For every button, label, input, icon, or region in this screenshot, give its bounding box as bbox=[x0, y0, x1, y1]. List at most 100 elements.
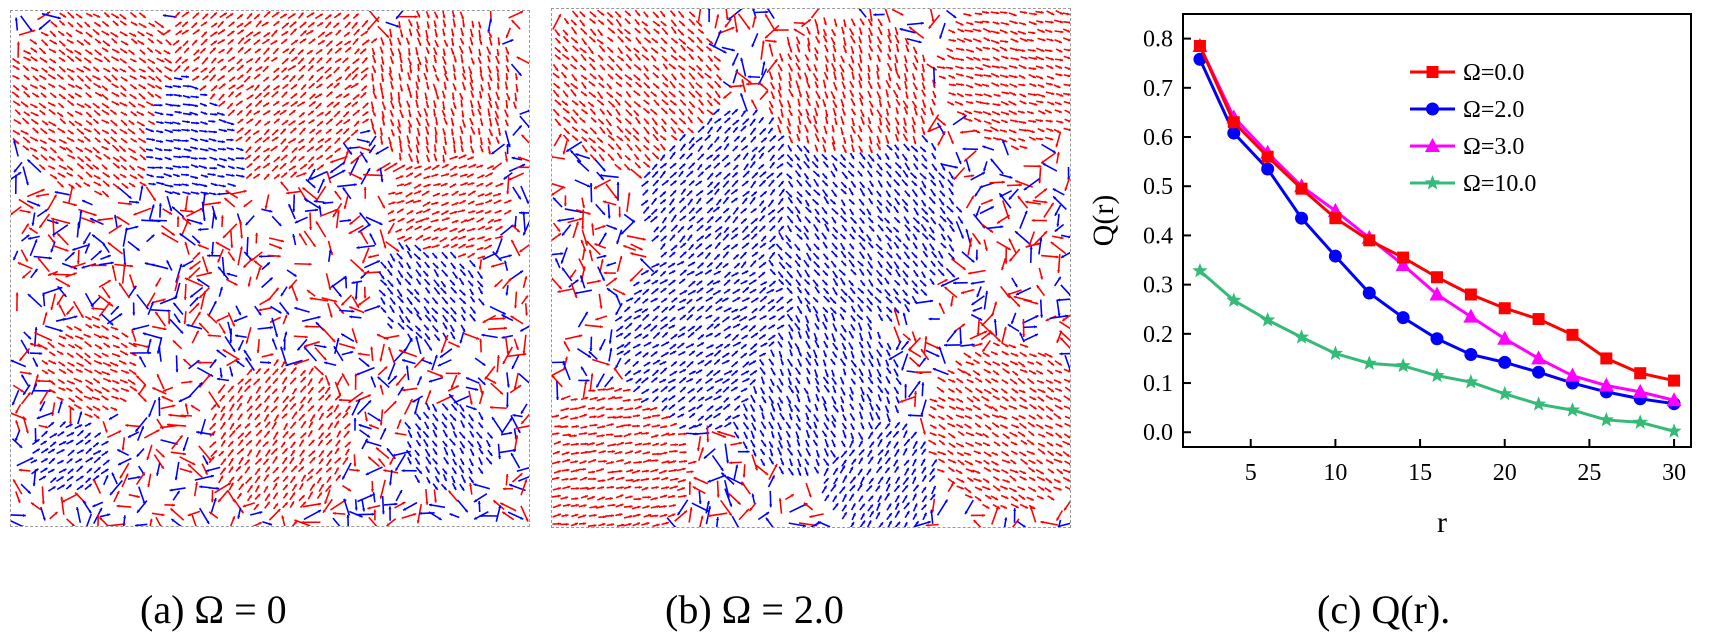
arrow-head bbox=[78, 328, 82, 331]
arrow-head bbox=[51, 458, 55, 462]
arrow-head bbox=[490, 165, 494, 169]
arrow-head bbox=[98, 390, 102, 394]
arrow-head bbox=[472, 131, 475, 135]
arrow-head bbox=[346, 448, 350, 453]
arrow-head bbox=[188, 103, 192, 107]
arrow-head bbox=[107, 379, 112, 382]
arrow-head bbox=[368, 255, 372, 259]
arrow-head bbox=[725, 16, 729, 20]
arrow-head bbox=[401, 469, 405, 473]
arrow-head bbox=[47, 272, 52, 276]
arrow bbox=[22, 416, 29, 434]
arrow-head bbox=[451, 385, 454, 389]
arrow-head bbox=[297, 347, 301, 351]
arrow-head bbox=[409, 158, 413, 162]
arrow-head bbox=[338, 47, 342, 51]
arrow-head bbox=[197, 278, 201, 282]
arrow-head bbox=[44, 468, 48, 471]
arrow-head bbox=[267, 11, 271, 15]
arrow-head bbox=[527, 126, 529, 129]
arrow-head bbox=[146, 456, 150, 460]
arrow-head bbox=[436, 244, 440, 248]
arrow-head bbox=[461, 265, 465, 269]
arrow-head bbox=[328, 21, 332, 25]
arrow-head bbox=[232, 184, 236, 187]
arrow-head bbox=[342, 373, 345, 377]
arrow-head bbox=[104, 166, 108, 170]
arrow-head bbox=[174, 477, 178, 481]
arrow-head bbox=[446, 217, 450, 221]
arrow-head bbox=[339, 128, 343, 132]
arrow-head bbox=[25, 223, 29, 227]
arrow-head bbox=[97, 432, 101, 436]
arrow-head bbox=[481, 255, 486, 259]
arrow-head bbox=[197, 244, 201, 248]
arrow-head bbox=[206, 468, 210, 472]
arrow-head bbox=[504, 260, 507, 264]
arrow-head bbox=[123, 398, 127, 402]
arrow-head bbox=[44, 69, 48, 73]
arrow bbox=[188, 381, 203, 398]
arrow-head bbox=[505, 123, 509, 127]
arrow-head bbox=[19, 444, 23, 448]
arrow-head bbox=[284, 404, 288, 408]
arrow-head bbox=[34, 363, 38, 367]
arrow-head bbox=[240, 47, 244, 51]
arrow-head bbox=[142, 332, 146, 336]
arrow-head bbox=[256, 413, 260, 417]
arrow-head bbox=[176, 11, 180, 16]
arrow-head bbox=[51, 129, 55, 133]
arrow-head bbox=[400, 386, 404, 391]
arrow-head bbox=[364, 57, 368, 61]
arrow-head bbox=[79, 24, 83, 28]
arrow-head bbox=[342, 476, 346, 480]
arrow-head bbox=[71, 138, 75, 142]
arrow-head bbox=[301, 145, 305, 149]
arrow-head bbox=[302, 65, 306, 69]
arrow bbox=[98, 301, 111, 317]
arrow-head bbox=[293, 388, 297, 392]
arrow-head bbox=[266, 32, 271, 36]
arrow-head bbox=[118, 462, 122, 465]
arrow-head bbox=[348, 146, 352, 150]
arrow-head bbox=[513, 224, 517, 228]
arrow-head bbox=[356, 246, 360, 250]
arrow-head bbox=[206, 520, 210, 524]
arrow-head bbox=[301, 120, 305, 124]
arrow-head bbox=[478, 53, 482, 57]
arrow bbox=[381, 496, 385, 515]
arrow-head bbox=[478, 35, 482, 39]
arrow-head bbox=[182, 447, 186, 451]
arrow-head bbox=[487, 141, 491, 145]
arrow-head bbox=[372, 88, 376, 92]
arrow-head bbox=[293, 28, 297, 32]
arrow-head bbox=[527, 109, 529, 113]
arrow-head bbox=[435, 15, 438, 19]
arrow-head bbox=[267, 449, 271, 453]
arrow-head bbox=[402, 388, 406, 392]
arrow-head bbox=[367, 224, 371, 227]
arrow-head bbox=[131, 121, 135, 125]
arrow-head bbox=[346, 66, 350, 70]
arrow bbox=[16, 456, 34, 467]
arrow-head bbox=[125, 473, 129, 477]
arrow-head bbox=[310, 367, 314, 371]
arrow-head bbox=[435, 219, 439, 222]
arrow-head bbox=[479, 424, 483, 429]
arrow-head bbox=[98, 93, 102, 97]
arrow-head bbox=[479, 514, 483, 518]
arrow-head bbox=[195, 67, 199, 71]
arrow-head bbox=[125, 334, 129, 338]
arrow-head bbox=[88, 484, 92, 487]
arrow-head bbox=[369, 424, 373, 428]
arrow-head bbox=[470, 291, 474, 296]
arrow-head bbox=[42, 476, 46, 479]
arrow-head bbox=[328, 57, 332, 61]
arrow-head bbox=[70, 440, 74, 443]
arrow bbox=[520, 505, 529, 522]
arrow-head bbox=[141, 130, 145, 134]
arrow-head bbox=[317, 510, 322, 513]
arrow-head bbox=[505, 114, 509, 118]
arrow-head bbox=[444, 326, 447, 330]
arrow-head bbox=[498, 209, 502, 213]
